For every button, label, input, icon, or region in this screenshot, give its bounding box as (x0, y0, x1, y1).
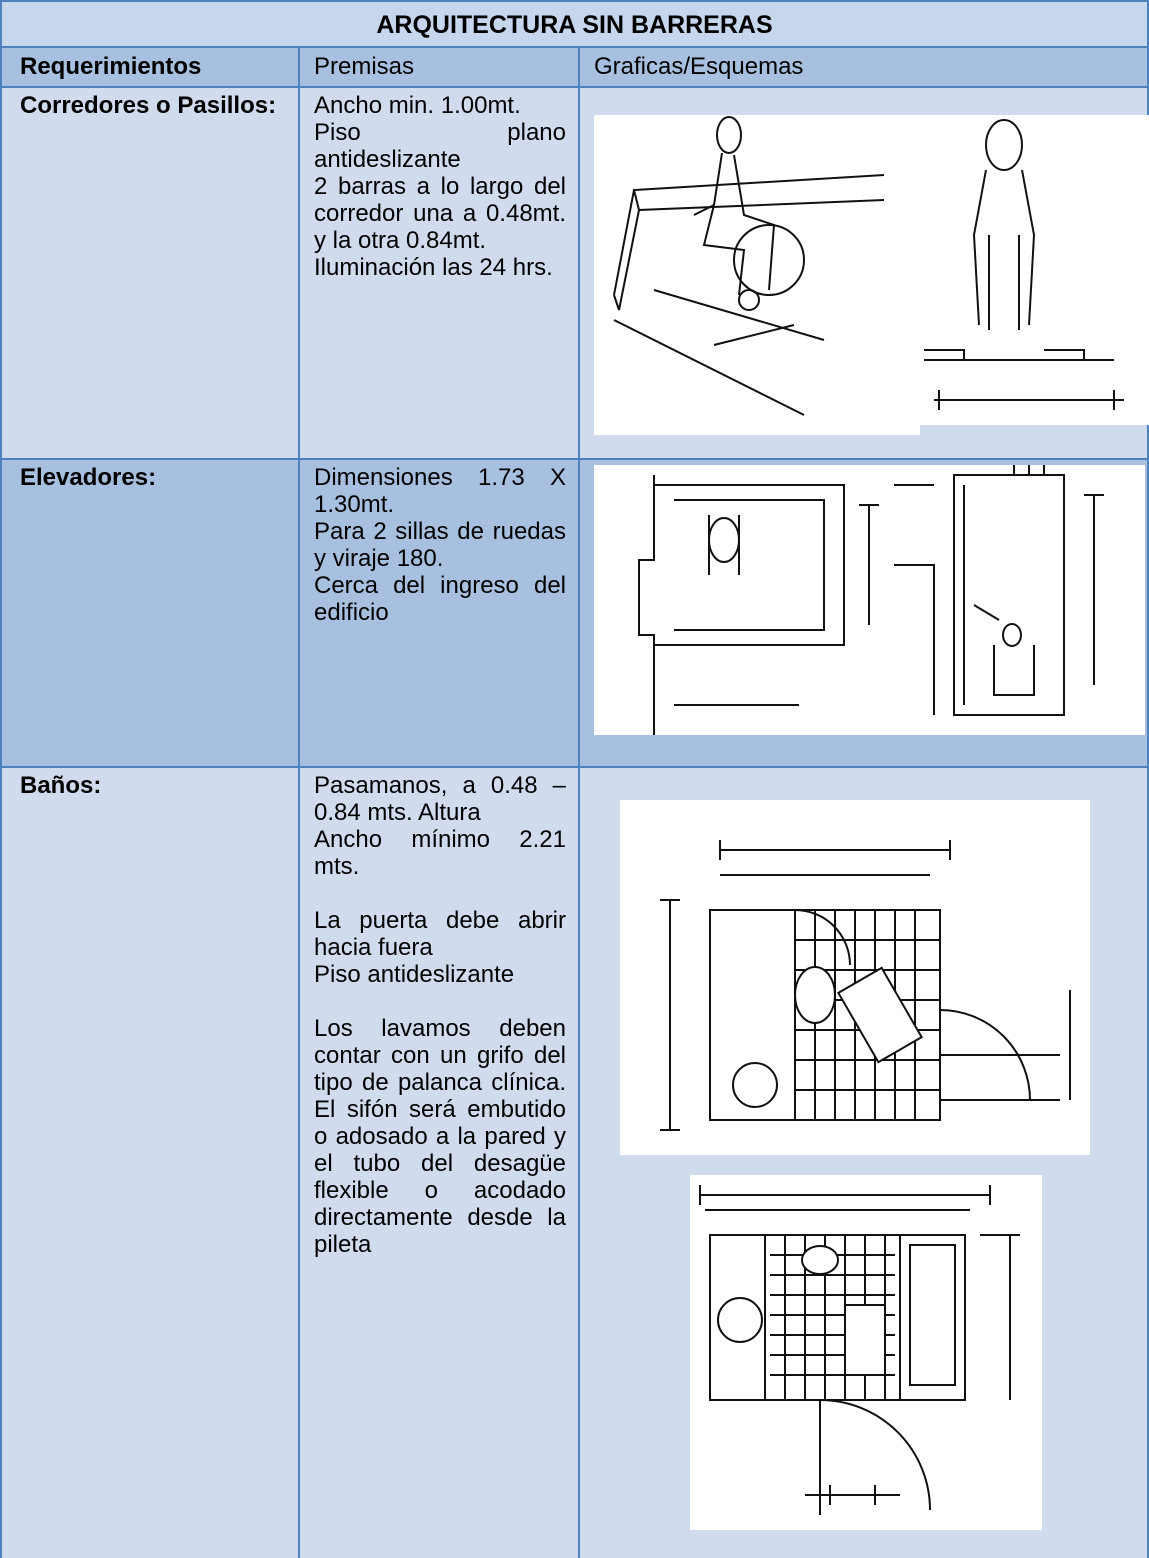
premise-text: Piso plano antideslizante (314, 119, 566, 173)
requirement: Elevadores: (0, 460, 300, 768)
elevator-sketch (594, 465, 1145, 735)
premise-text: Ancho min. 1.00mt. (314, 92, 521, 119)
bathroom-sketch (620, 800, 1090, 1155)
premise-text: 2 barras a lo largo del corredor una a 0… (314, 173, 566, 254)
premise-text: Cerca del ingreso del edificio (314, 572, 566, 626)
premises: Pasamanos, a 0.48 – 0.84 mts. Altura Anch… (300, 768, 580, 1558)
corridor-sketch (594, 115, 1149, 435)
paragraph-group: Los lavamos deben contar con un grifo de… (314, 1015, 566, 1258)
paragraph-group: Dimensiones 1.73 X 1.30mt. Para 2 sillas … (314, 464, 566, 626)
premise-text: Piso antideslizante (314, 961, 515, 988)
header-cell: Premisas (300, 48, 580, 88)
premise-text: Los lavamos deben contar con un grifo de… (314, 1015, 566, 1258)
paragraph-group: Pasamanos, a 0.48 – 0.84 mts. Altura Anch… (314, 772, 566, 880)
paragraph-group: Ancho min. 1.00mt. Piso plano antidesliza… (314, 92, 566, 281)
header-cell: Graficas/Esquemas (580, 48, 1149, 88)
header-cell: Requerimientos (0, 48, 300, 88)
premises: Dimensiones 1.73 X 1.30mt. Para 2 sillas … (300, 460, 580, 768)
premise-text: Dimensiones 1.73 X 1.30mt. (314, 464, 566, 518)
premise-text: Ancho mínimo 2.21 mts. (314, 826, 566, 880)
bathroom-sketch (690, 1175, 1042, 1530)
premise-text: Pasamanos, a 0.48 – 0.84 mts. Altura (314, 772, 566, 826)
premise-text: Para 2 sillas de ruedas y viraje 180. (314, 518, 566, 572)
table-title: ARQUITECTURA SIN BARRERAS (0, 0, 1149, 48)
requirement: Baños: (0, 768, 300, 1558)
premises: Ancho min. 1.00mt. Piso plano antidesliza… (300, 88, 580, 460)
requirement: Corredores o Pasillos: (0, 88, 300, 460)
premise-text: La puerta debe abrir hacia fuera (314, 907, 566, 961)
paragraph-group: La puerta debe abrir hacia fuera Piso ant… (314, 907, 566, 988)
premise-text: Iluminación las 24 hrs. (314, 254, 553, 281)
